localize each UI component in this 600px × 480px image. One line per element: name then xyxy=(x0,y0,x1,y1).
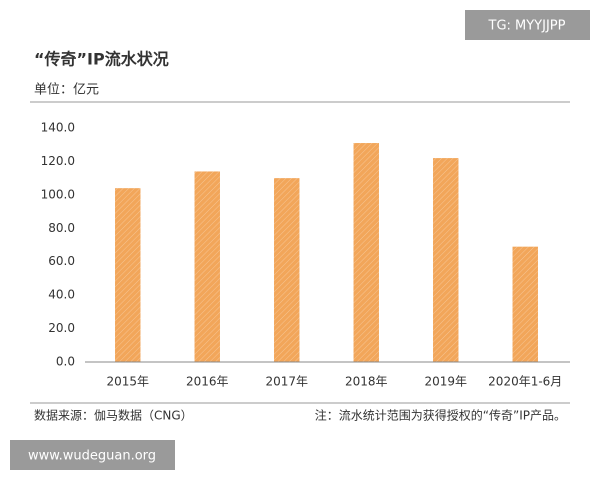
x-tick-label: 2018年 xyxy=(345,375,388,389)
x-tick-label: 2016年 xyxy=(186,375,229,389)
y-tick-label: 60.0 xyxy=(48,254,75,268)
footnote: 注：流水统计范围为获得授权的“传奇”IP产品。 xyxy=(315,408,566,423)
bar xyxy=(115,188,141,362)
x-tick-label: 2019年 xyxy=(424,375,467,389)
bar xyxy=(194,171,220,362)
source-note: 数据来源：伽马数据（CNG） xyxy=(34,408,193,423)
y-tick-label: 140.0 xyxy=(41,121,75,135)
watermark-box xyxy=(10,440,175,470)
y-tick-label: 20.0 xyxy=(48,321,75,335)
y-tick-label: 40.0 xyxy=(48,288,75,302)
chart-subtitle: 单位：亿元 xyxy=(34,83,99,98)
watermark: www.wudeguan.org xyxy=(28,449,156,464)
bar xyxy=(433,158,459,362)
x-tick-label: 2020年1-6月 xyxy=(488,375,562,389)
bar xyxy=(512,246,538,362)
bar xyxy=(274,178,300,362)
watermark-box xyxy=(465,10,590,40)
x-tick-label: 2015年 xyxy=(106,375,149,389)
y-tick-label: 80.0 xyxy=(48,221,75,235)
watermark: TG: MYYJJPP xyxy=(488,19,566,34)
y-tick-label: 100.0 xyxy=(41,187,75,201)
y-tick-label: 120.0 xyxy=(41,154,75,168)
chart-title: “传奇”IP流水状况 xyxy=(34,50,169,69)
x-tick-label: 2017年 xyxy=(265,375,308,389)
bar xyxy=(353,143,379,362)
y-tick-label: 0.0 xyxy=(56,355,75,369)
